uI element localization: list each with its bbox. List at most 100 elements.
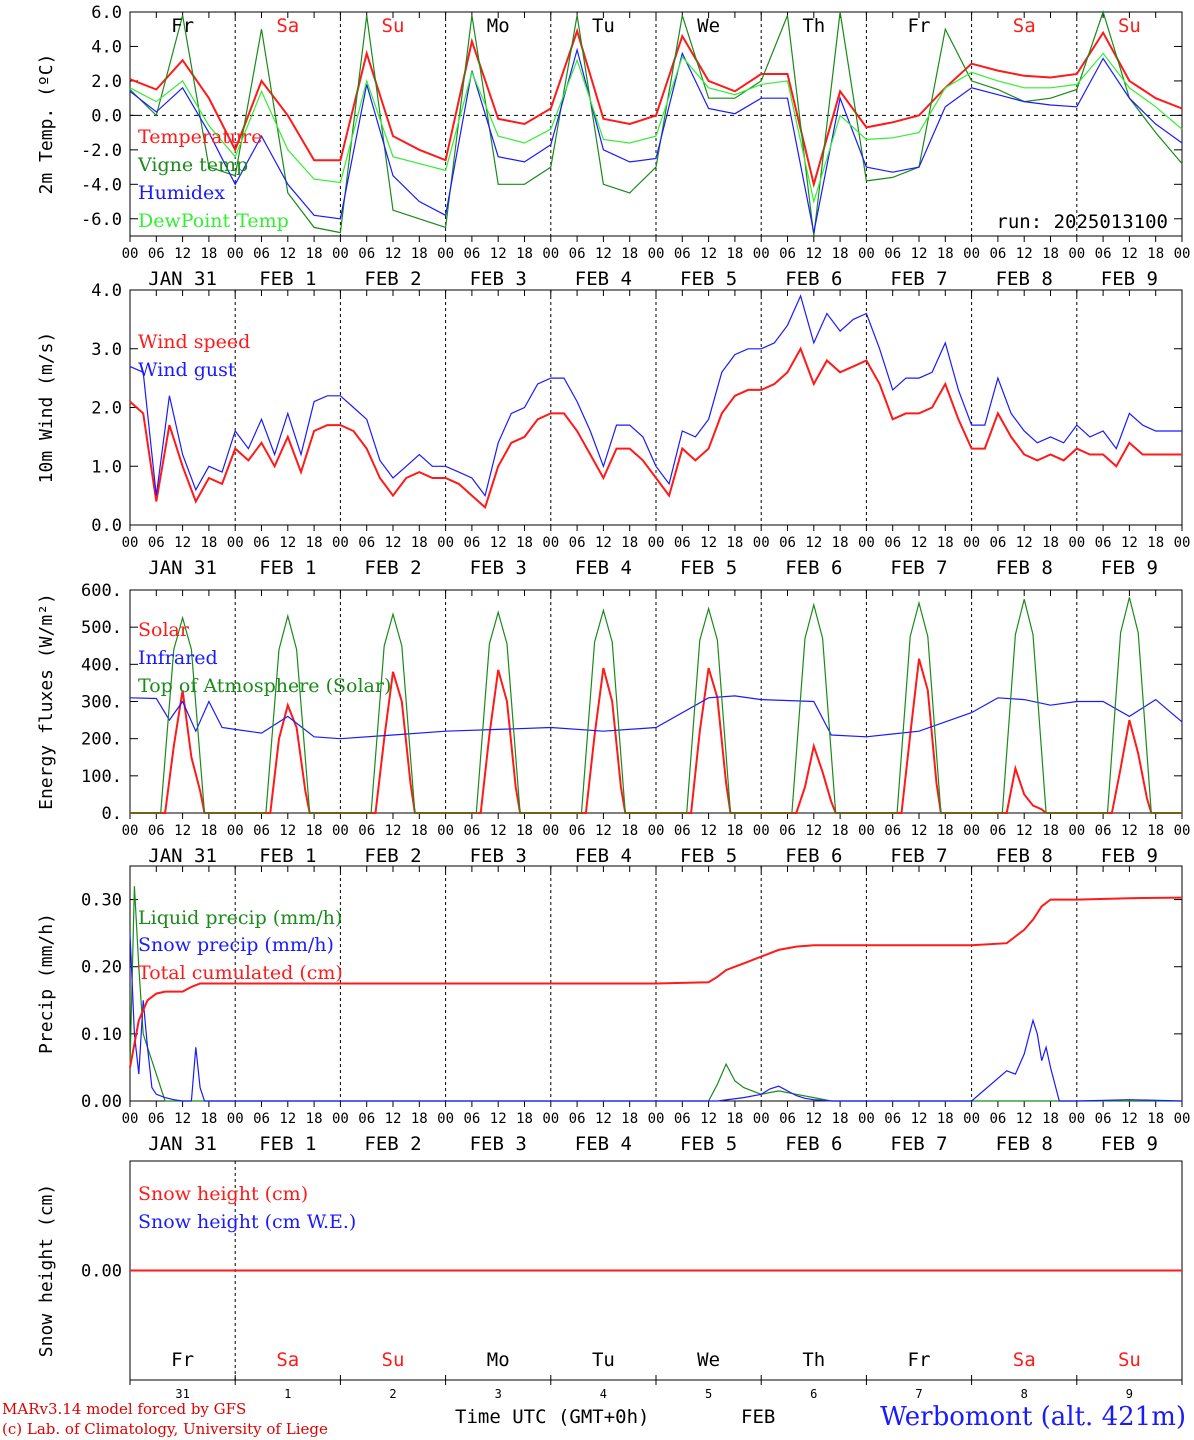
x-tick-label: 06: [674, 535, 691, 551]
x-tick-label: 12: [490, 823, 507, 839]
series-top-of-atmosphere-solar-: [130, 597, 1182, 814]
date-label: FEB 5: [680, 268, 737, 290]
series-dewpoint-temp: [129, 52, 1183, 204]
weekday-bottom: Sa: [276, 1349, 299, 1371]
x-tick-label: 00: [1174, 246, 1191, 262]
x-tick-label: 18: [411, 1111, 428, 1127]
x-tick-label: 18: [832, 823, 849, 839]
y-tick-label: 0.0: [91, 516, 122, 536]
weekday-bottom: Th: [802, 1349, 825, 1371]
x-tick-label: 12: [805, 1111, 822, 1127]
x-tick-label: 18: [200, 535, 217, 551]
date-label: FEB 8: [996, 1133, 1053, 1155]
day-number: 31: [175, 1387, 189, 1401]
x-tick-label: 00: [753, 823, 770, 839]
date-label: FEB 7: [890, 557, 947, 579]
x-tick-label: 18: [516, 246, 533, 262]
y-tick-label: 500.: [81, 618, 122, 638]
x-tick-label: 12: [490, 246, 507, 262]
x-tick-label: 18: [1042, 823, 1059, 839]
x-tick-label: 12: [1121, 1111, 1138, 1127]
x-tick-label: 00: [858, 246, 875, 262]
station-title: Werbomont (alt. 421m): [880, 1402, 1186, 1432]
x-tick-label: 18: [937, 823, 954, 839]
legend-entry: Solar: [138, 619, 190, 641]
x-tick-label: 06: [1095, 246, 1112, 262]
date-label: FEB 3: [470, 268, 527, 290]
series-infrared: [129, 695, 1183, 740]
date-label: FEB 2: [364, 845, 421, 867]
y-tick-label: 0.00: [81, 1262, 122, 1282]
x-tick-label: 06: [779, 823, 796, 839]
x-tick-label: 18: [411, 246, 428, 262]
x-tick-label: 06: [358, 823, 375, 839]
y-tick-label: 0.20: [81, 958, 122, 978]
x-tick-label: 00: [542, 823, 559, 839]
x-tick-label: 12: [279, 246, 296, 262]
x-tick-label: 12: [700, 823, 717, 839]
date-label: FEB 3: [470, 1133, 527, 1155]
x-tick-label: 12: [385, 823, 402, 839]
day-number: 3: [495, 1387, 502, 1401]
date-label: FEB 6: [785, 557, 842, 579]
x-tick-label: 06: [674, 246, 691, 262]
x-tick-label: 12: [805, 246, 822, 262]
y-tick-label: 3.0: [91, 340, 122, 360]
x-tick-label: 18: [200, 246, 217, 262]
x-tick-label: 12: [700, 535, 717, 551]
x-tick-label: 00: [858, 535, 875, 551]
x-tick-label: 06: [463, 1111, 480, 1127]
x-tick-label: 06: [779, 246, 796, 262]
date-label: JAN 31: [148, 845, 217, 867]
x-tick-label: 18: [726, 535, 743, 551]
x-tick-label: 18: [832, 535, 849, 551]
y-tick-label: 4.0: [91, 37, 122, 57]
x-tick-label: 00: [332, 246, 349, 262]
series-wind-gust: [129, 294, 1182, 497]
y-axis-label: 2m Temp. (ºC): [36, 54, 57, 195]
weekday-top: Su: [382, 15, 405, 37]
weekday-bottom: Mo: [487, 1349, 510, 1371]
x-tick-label: 06: [463, 535, 480, 551]
legend-entry: Snow precip (mm/h): [138, 934, 334, 956]
y-tick-label: 200.: [81, 730, 122, 750]
x-tick-label: 12: [700, 246, 717, 262]
y-tick-label: -4.0: [81, 175, 122, 195]
date-label: FEB 1: [259, 1133, 316, 1155]
weekday-top: Mo: [487, 15, 510, 37]
x-tick-label: 18: [306, 535, 323, 551]
weekday-bottom: Fr: [908, 1349, 931, 1371]
x-tick-label: 18: [937, 246, 954, 262]
weekday-top: Th: [802, 15, 825, 37]
x-tick-label: 00: [542, 1111, 559, 1127]
x-tick-label: 00: [963, 823, 980, 839]
day-number: 6: [810, 1387, 817, 1401]
x-tick-label: 12: [595, 1111, 612, 1127]
y-axis-label: Precip (mm/h): [36, 913, 57, 1054]
x-tick-label: 00: [542, 535, 559, 551]
weekday-bottom: Fr: [171, 1349, 194, 1371]
panel-frame: [129, 11, 1183, 237]
x-tick-label: 00: [1068, 1111, 1085, 1127]
x-tick-label: 00: [1068, 535, 1085, 551]
series-vigne-temp: [129, 10, 1183, 237]
x-tick-label: 12: [1121, 823, 1138, 839]
x-tick-label: 00: [648, 246, 665, 262]
date-label: FEB 4: [575, 557, 632, 579]
x-tick-label: 00: [227, 1111, 244, 1127]
day-number: 8: [1021, 1387, 1028, 1401]
date-label: FEB 9: [1101, 845, 1158, 867]
legend-entry: Snow height (cm W.E.): [138, 1211, 356, 1233]
date-label: FEB 1: [259, 268, 316, 290]
x-tick-label: 00: [648, 535, 665, 551]
date-label: FEB 5: [680, 557, 737, 579]
x-tick-label: 06: [674, 1111, 691, 1127]
series-humidex: [129, 47, 1183, 233]
x-tick-label: 12: [595, 823, 612, 839]
panel-1: [129, 10, 1183, 242]
weekday-top: Sa: [1013, 15, 1036, 37]
weekday-top: Sa: [276, 15, 299, 37]
x-tick-label: 18: [200, 1111, 217, 1127]
panel-4: [129, 865, 1183, 1107]
run-annotation: run: 2025013100: [996, 211, 1168, 233]
